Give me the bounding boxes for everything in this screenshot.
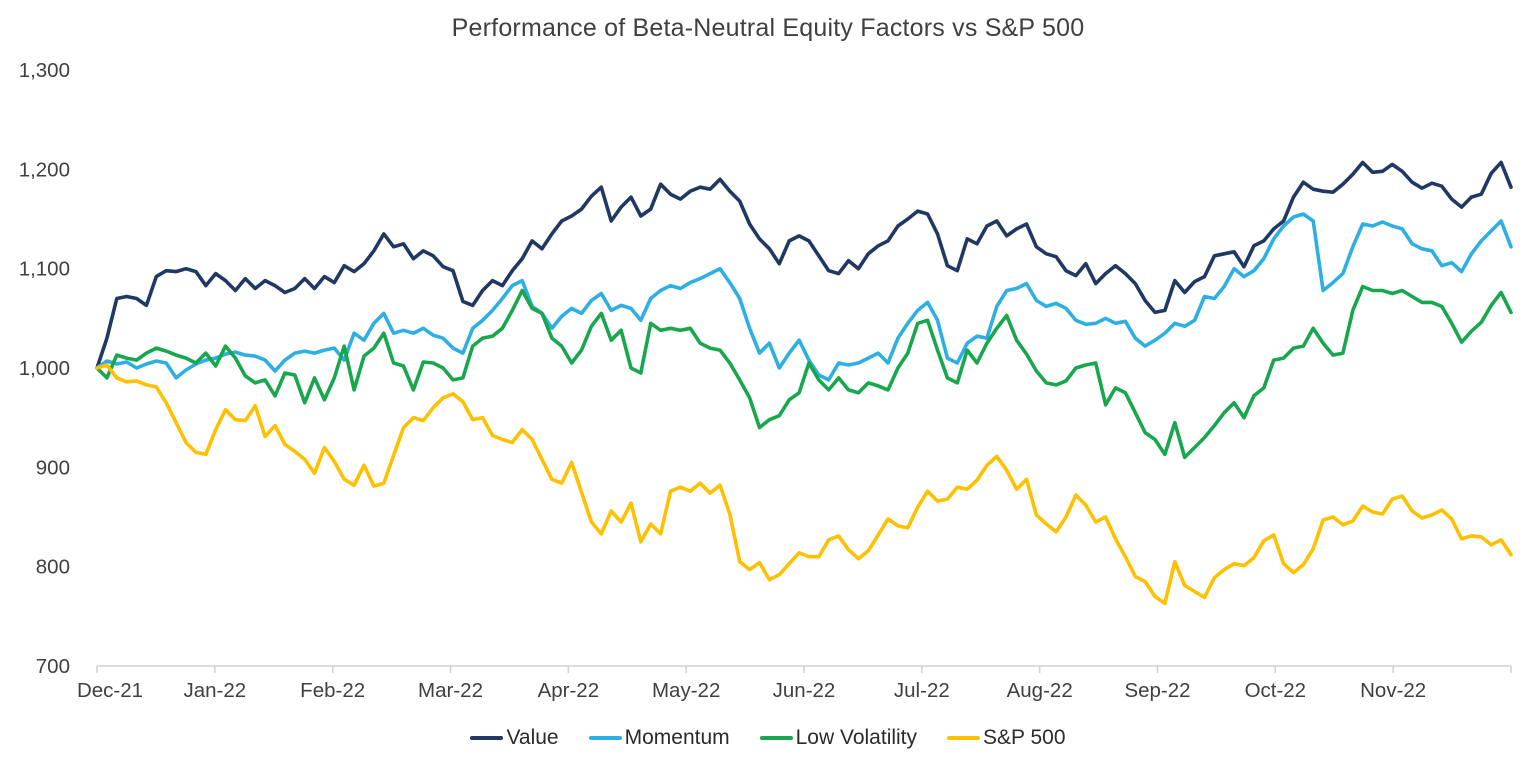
x-axis-label: Dec-21	[77, 679, 143, 702]
series-line-low-volatility	[95, 284, 1513, 460]
x-axis-label: Jul-22	[894, 679, 950, 702]
y-axis-label: 800	[36, 556, 70, 579]
legend-swatch-low-volatility	[759, 735, 793, 741]
legend-swatch-value	[470, 735, 504, 741]
legend-label: Low Volatility	[795, 726, 918, 749]
x-axis-label: May-22	[652, 679, 720, 702]
y-axis-label: 900	[36, 456, 70, 479]
legend-item-value: Value	[470, 726, 559, 750]
x-axis-label: Apr-22	[538, 679, 600, 702]
legend-item-s-p-500: S&P 500	[947, 726, 1066, 750]
y-axis-label: 1,100	[19, 258, 70, 281]
legend: Value Momentum Low Volatility S&P 500	[0, 723, 1536, 753]
x-axis-label: Aug-22	[1007, 679, 1073, 702]
x-axis-label: Jun-22	[773, 679, 836, 702]
y-axis-label: 1,300	[19, 59, 70, 82]
x-axis-label: Oct-22	[1245, 679, 1307, 702]
y-axis-label: 1,000	[19, 357, 70, 380]
legend-label: S&P 500	[983, 726, 1066, 749]
legend-swatch-momentum	[588, 735, 622, 741]
series-line-s-p-500	[95, 363, 1513, 606]
series-line-momentum	[95, 212, 1513, 382]
legend-label: Momentum	[624, 726, 730, 749]
x-axis-label: Nov-22	[1360, 679, 1426, 702]
y-axis-label: 1,200	[19, 158, 70, 181]
chart-title: Performance of Beta-Neutral Equity Facto…	[451, 14, 1085, 42]
series-line-value	[95, 160, 1513, 370]
legend-item-momentum: Momentum	[588, 726, 730, 750]
legend-swatch-s-p-500	[947, 735, 981, 741]
legend-item-low-volatility: Low Volatility	[759, 726, 918, 750]
x-axis-label: Mar-22	[418, 679, 483, 702]
y-axis-label: 700	[36, 655, 70, 678]
legend-label: Value	[506, 726, 559, 749]
x-axis-label: Feb-22	[300, 679, 365, 702]
x-axis-label: Jan-22	[183, 679, 246, 702]
x-axis-label: Sep-22	[1124, 679, 1190, 702]
